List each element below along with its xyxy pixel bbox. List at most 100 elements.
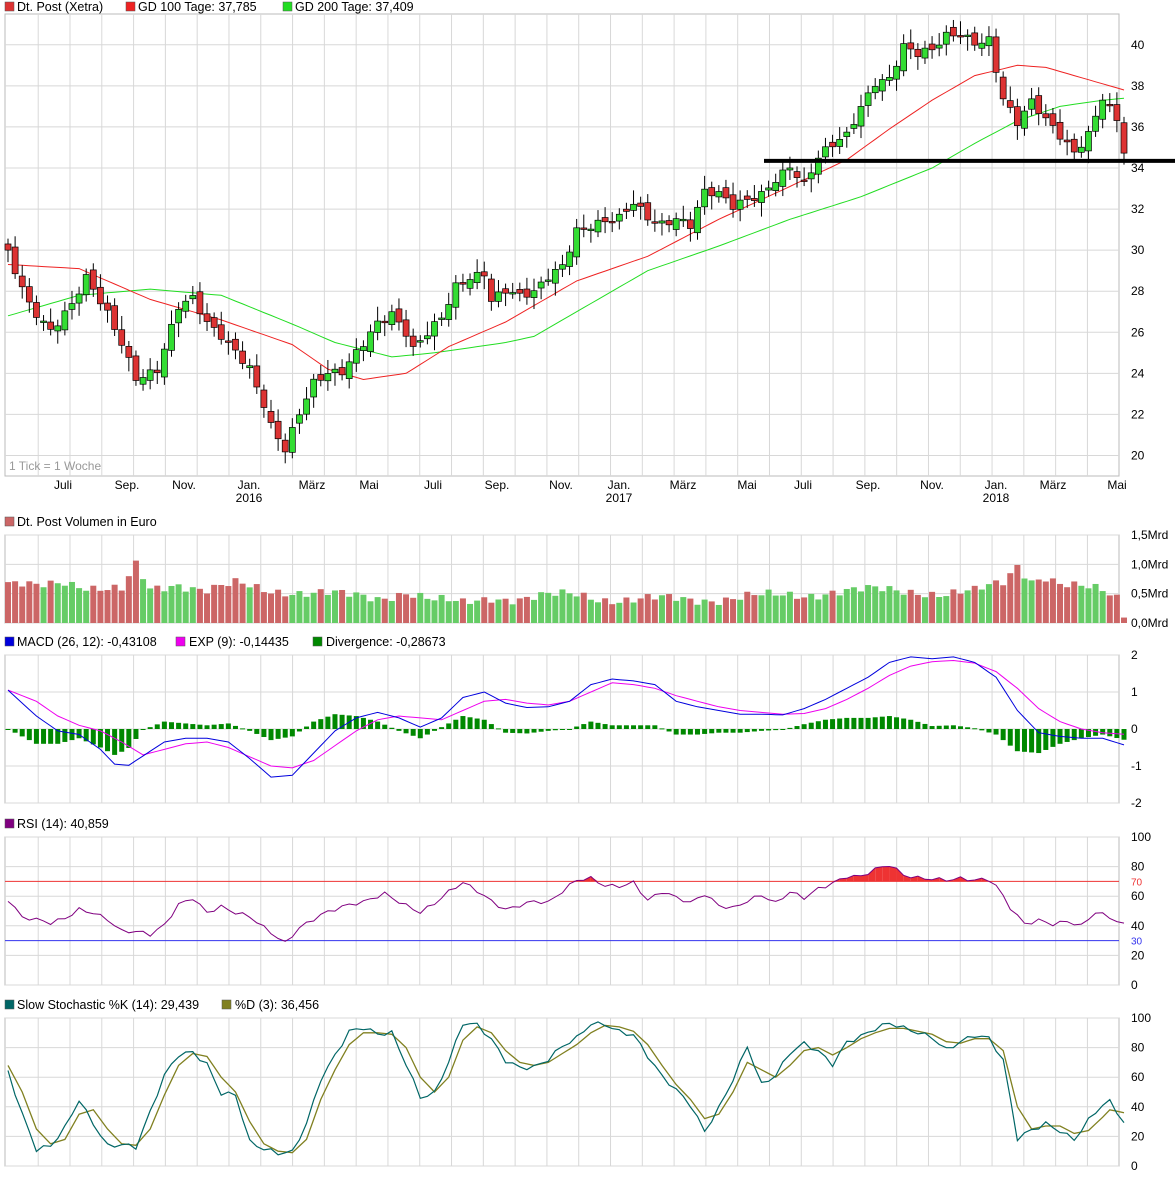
candle-body: [360, 346, 367, 351]
candle: [182, 294, 190, 319]
volume-bar: [857, 591, 864, 623]
volume-bar: [779, 595, 786, 623]
candle-body: [210, 317, 218, 328]
divergence-bar: [481, 719, 487, 729]
x-label-16: März: [1040, 478, 1067, 492]
volume-bar: [936, 596, 943, 623]
volume-bar: [395, 592, 402, 623]
candle-body: [68, 303, 76, 310]
candle-body: [843, 131, 851, 137]
divergence-bar: [375, 721, 381, 729]
divergence-bar: [751, 729, 757, 732]
candle: [800, 167, 808, 187]
candle: [189, 285, 197, 305]
candle-body: [658, 220, 666, 224]
candle-body: [146, 369, 154, 381]
volume-bar: [1042, 581, 1049, 623]
candle: [97, 274, 104, 311]
candle-body: [779, 169, 787, 187]
volume-bar: [509, 604, 516, 623]
candle-body: [175, 309, 182, 324]
divergence-bar: [282, 729, 288, 738]
candle: [615, 208, 623, 230]
divergence-bar: [261, 729, 267, 738]
x-label-6: Juli: [424, 478, 442, 492]
year-label-1: 2017: [606, 491, 633, 505]
divergence-bar: [737, 729, 743, 733]
candle: [125, 340, 133, 372]
candle: [814, 150, 822, 184]
candle-body: [402, 319, 410, 337]
volume-bar: [1085, 588, 1092, 623]
divergence-bar: [275, 729, 281, 739]
ma100-path: [7, 64, 1125, 381]
x-label-5: Mai: [359, 478, 378, 492]
volume-bar: [623, 597, 630, 623]
candle: [651, 209, 659, 232]
divergence-bar: [936, 725, 942, 729]
divergence-bar: [389, 727, 395, 729]
volume-bar: [765, 589, 772, 623]
candle-body: [950, 26, 957, 37]
volume-bar: [161, 591, 168, 623]
candle-body: [338, 367, 346, 376]
volume-bar: [232, 578, 239, 623]
candle: [47, 308, 54, 336]
divergence-bar: [154, 724, 160, 729]
candle-body: [985, 36, 993, 47]
volume-bar: [381, 598, 388, 623]
divergence-bar: [723, 729, 729, 733]
divergence-bar: [773, 729, 779, 731]
volume-bar: [33, 583, 40, 623]
candle-body: [601, 217, 609, 223]
candle: [594, 210, 602, 238]
macd-y-tick-2: 0: [1131, 722, 1138, 736]
volume-bar: [346, 596, 353, 623]
divergence-bar: [168, 722, 174, 729]
divergence-bars: [5, 714, 1127, 755]
candle-body: [409, 335, 417, 347]
divergence-bar: [958, 726, 964, 729]
divergence-bar: [1078, 729, 1084, 739]
candle: [551, 261, 559, 296]
divergence-bar: [460, 716, 466, 729]
candle-body: [644, 202, 652, 221]
candle-body: [118, 329, 126, 346]
volume-bar: [68, 581, 75, 623]
volume-bar: [772, 595, 779, 623]
candle: [296, 408, 303, 434]
divergence-bar: [801, 724, 807, 729]
volume-bar: [616, 602, 623, 623]
volume-bar: [324, 594, 331, 623]
candle-body: [232, 338, 239, 351]
volume-bar: [552, 595, 559, 623]
volume-bar: [76, 588, 83, 623]
volume-bar: [410, 597, 417, 623]
rsi-overbought-area: [853, 875, 861, 882]
candle-body: [1106, 103, 1114, 107]
candle-body: [893, 65, 900, 80]
legend-ma200-label: GD 200 Tage: 37,409: [295, 0, 414, 14]
divergence-bar: [453, 719, 459, 729]
volume-bar: [125, 576, 132, 623]
divergence-bar: [602, 724, 608, 729]
candle-body: [822, 146, 829, 158]
volume-bar: [317, 589, 324, 623]
rsi-overbought-area: [903, 875, 911, 882]
rsi-overbought-area: [889, 866, 897, 882]
candle-body: [82, 274, 90, 296]
divergence-bar: [943, 725, 949, 729]
rsi-overbought-area: [868, 867, 876, 882]
volume-bar: [481, 597, 488, 623]
volume-bar: [282, 596, 289, 623]
candle: [424, 321, 431, 345]
volume-bar: [90, 585, 97, 623]
divergence-bar: [304, 726, 310, 729]
divergence-bar: [368, 719, 374, 729]
candle: [175, 302, 182, 338]
candle: [623, 202, 630, 219]
candle-body: [630, 203, 637, 211]
candle-body: [1070, 138, 1078, 153]
price-y-tick-9: 38: [1131, 79, 1145, 93]
candle-body: [928, 43, 936, 51]
